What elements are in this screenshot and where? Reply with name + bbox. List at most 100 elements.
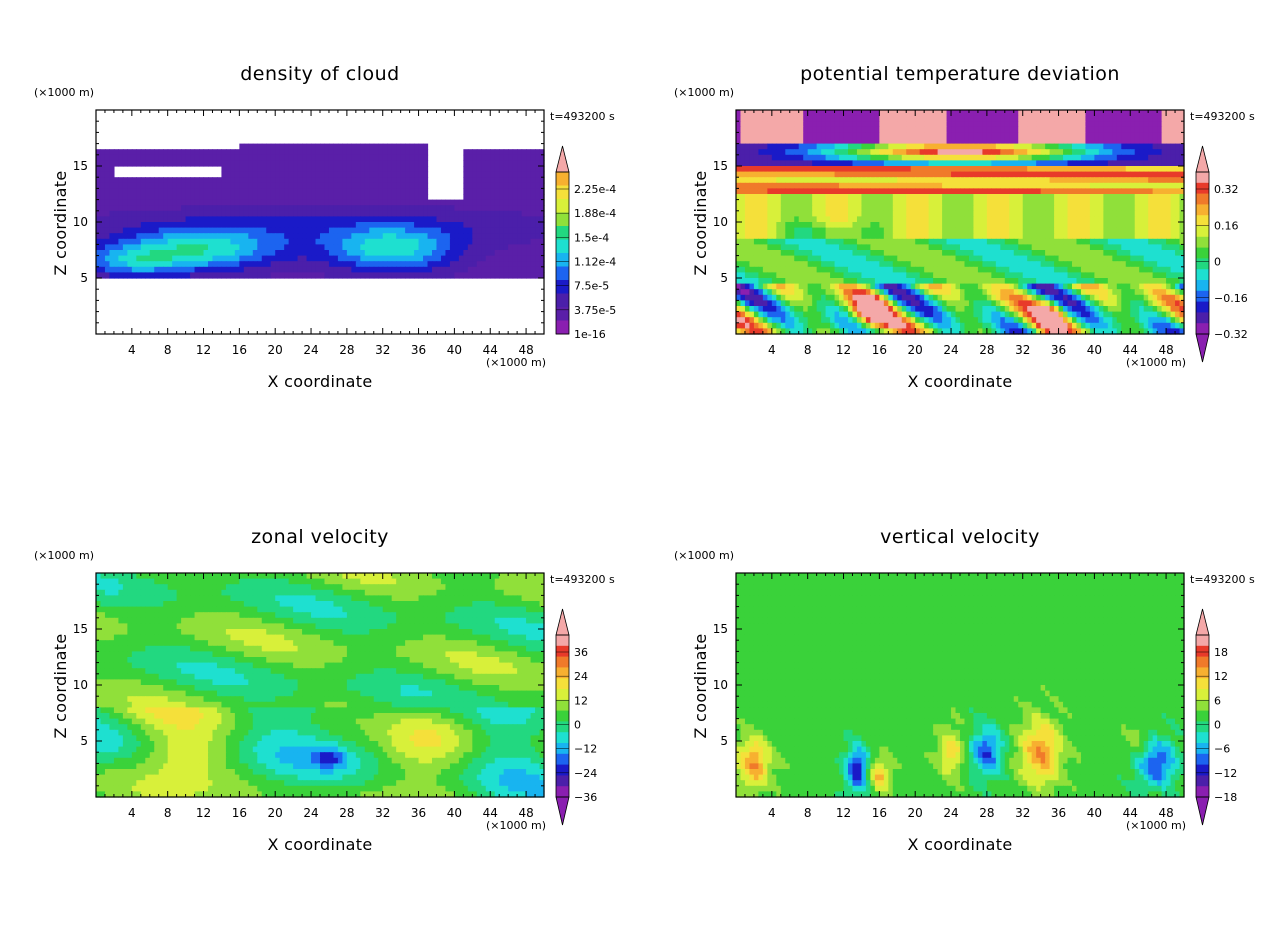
field-cell xyxy=(991,110,997,117)
field-cell xyxy=(360,261,366,268)
field-cell xyxy=(490,210,496,217)
field-cell xyxy=(508,266,514,273)
field-cell xyxy=(973,126,979,133)
field-cell xyxy=(127,250,133,257)
field-cell xyxy=(856,188,863,195)
field-cell xyxy=(848,126,854,133)
field-cell xyxy=(113,154,119,161)
field-cell xyxy=(1175,188,1181,195)
field-cell xyxy=(933,227,939,234)
field-cell xyxy=(736,115,742,122)
field-cell xyxy=(977,160,983,167)
field-cell xyxy=(454,250,460,257)
field-cell xyxy=(960,244,966,251)
field-cell xyxy=(1148,244,1154,251)
field-cell xyxy=(320,194,326,201)
field-cell xyxy=(910,143,916,150)
field-cell xyxy=(924,188,930,195)
field-cell xyxy=(351,194,357,201)
field-cell xyxy=(1067,194,1073,201)
field-cell xyxy=(843,171,849,178)
field-cell xyxy=(789,115,795,122)
field-cell xyxy=(261,188,267,195)
field-cell xyxy=(1054,222,1060,229)
field-cell xyxy=(767,121,773,128)
field-cell xyxy=(499,216,505,223)
field-cell xyxy=(1072,210,1078,217)
field-cell xyxy=(762,227,768,234)
field-cell xyxy=(1022,132,1028,139)
field-cell xyxy=(302,171,308,178)
field-cell xyxy=(1143,110,1149,117)
field-cell xyxy=(127,244,133,251)
field-cell xyxy=(418,199,424,206)
field-cell xyxy=(167,266,173,273)
field-cell xyxy=(315,149,321,156)
field-cell xyxy=(113,149,119,156)
field-cell xyxy=(503,160,509,167)
field-cell xyxy=(458,250,464,257)
field-cell xyxy=(1054,250,1060,257)
field-cell xyxy=(485,222,491,229)
field-cell xyxy=(1089,210,1095,217)
field-cell xyxy=(767,188,773,195)
field-cell xyxy=(378,222,384,229)
field-cell xyxy=(154,149,160,156)
field-cell xyxy=(230,149,236,156)
field-cell xyxy=(767,126,773,133)
field-cell xyxy=(373,177,379,184)
field-cell xyxy=(982,216,988,223)
field-cell xyxy=(239,154,245,161)
field-cell xyxy=(293,255,299,262)
field-cell xyxy=(239,205,245,212)
field-cell xyxy=(382,171,388,178)
field-cell xyxy=(266,222,272,229)
field-cell xyxy=(897,210,903,217)
colorbar-band xyxy=(556,199,569,213)
field-cell xyxy=(968,182,975,189)
field-cell xyxy=(1089,199,1095,206)
field-cell xyxy=(897,132,903,139)
field-cell xyxy=(901,126,907,133)
field-cell xyxy=(1076,110,1082,117)
field-cell xyxy=(798,110,804,117)
field-cell xyxy=(136,182,142,189)
field-cell xyxy=(1036,244,1042,251)
field-cell xyxy=(834,216,840,223)
field-cell xyxy=(1000,210,1006,217)
field-cell xyxy=(736,205,742,212)
field-cell xyxy=(964,244,970,251)
field-cell xyxy=(490,261,496,268)
field-cell xyxy=(937,194,943,201)
field-cell xyxy=(476,266,482,273)
field-cell xyxy=(373,182,379,189)
field-cell xyxy=(297,233,303,240)
field-cell xyxy=(1143,149,1149,156)
field-cell xyxy=(530,205,536,212)
field-cell xyxy=(1161,216,1167,223)
field-cell xyxy=(396,255,402,262)
field-cell xyxy=(839,166,845,173)
field-cell xyxy=(261,166,267,173)
field-cell xyxy=(1157,188,1163,195)
field-cell xyxy=(995,199,1001,206)
field-cell xyxy=(476,227,482,234)
field-cell xyxy=(1049,238,1055,245)
field-cell xyxy=(440,227,447,234)
field-cell xyxy=(100,210,106,217)
field-cell xyxy=(834,138,840,145)
field-cell xyxy=(762,194,768,201)
field-cell xyxy=(503,194,509,201)
field-cell xyxy=(243,205,249,212)
field-cell xyxy=(1166,143,1172,150)
field-cell xyxy=(221,199,227,206)
field-cell xyxy=(749,227,755,234)
field-cell xyxy=(391,261,397,268)
field-cell xyxy=(485,261,491,268)
field-cell xyxy=(297,177,303,184)
field-cell xyxy=(328,149,335,156)
field-cell xyxy=(1076,115,1082,122)
field-cell xyxy=(870,115,876,122)
field-cell xyxy=(991,199,997,206)
field-cell xyxy=(1031,149,1037,156)
